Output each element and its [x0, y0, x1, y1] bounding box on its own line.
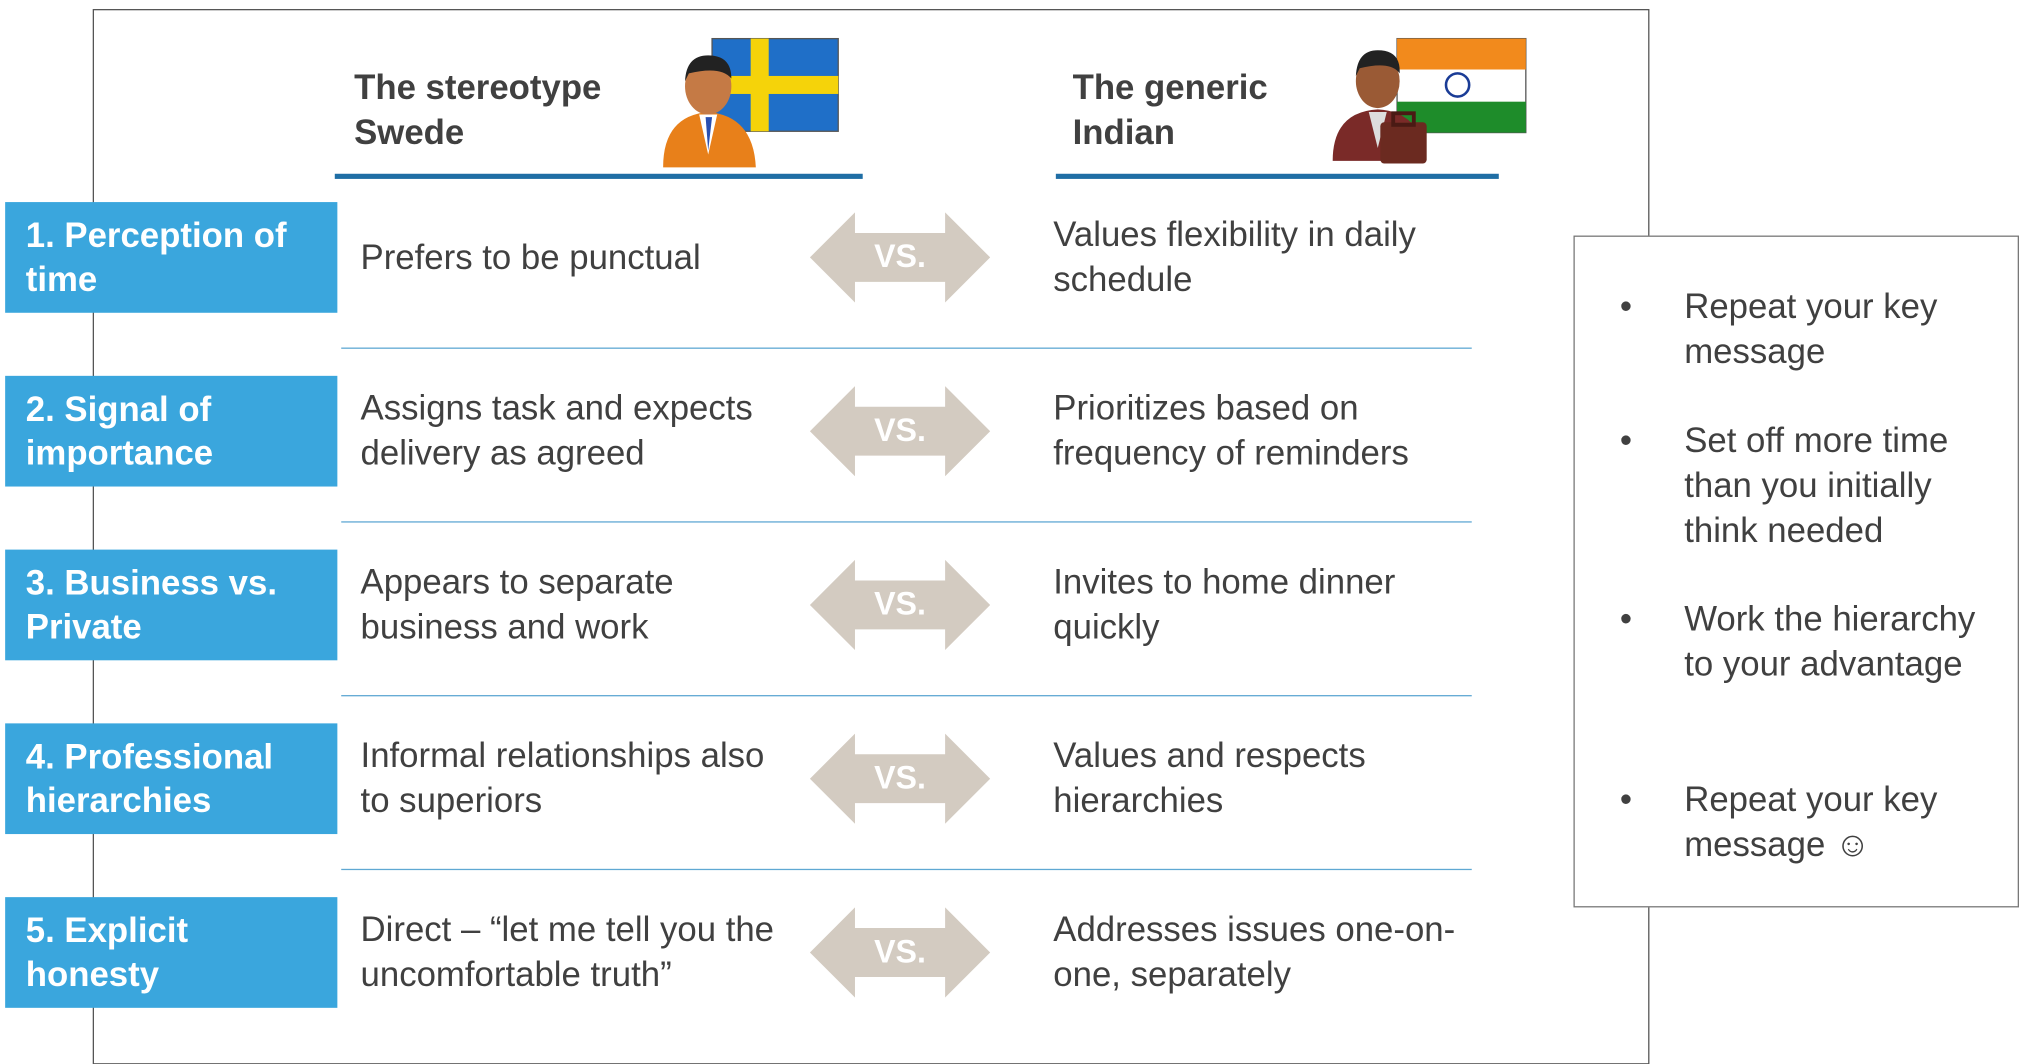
row-separator [341, 695, 1472, 697]
vs-label: VS. [874, 586, 926, 622]
swede-trait: Informal relationships also to superiors [360, 736, 765, 820]
indian-trait: Addresses issues one-on-one, separately [1053, 910, 1456, 994]
bullet: • [1619, 599, 1632, 639]
bullet: • [1619, 287, 1632, 326]
row-separator [341, 521, 1472, 523]
swede-trait: Assigns task and expects delivery as agr… [360, 388, 753, 473]
header-underline [1055, 173, 1499, 179]
tips-box [1573, 235, 2019, 908]
vs-label: VS. [874, 933, 926, 969]
tip-item: • Repeat your key message ☺ [1620, 777, 1993, 867]
header-underline [334, 173, 863, 179]
vs-arrow: VS. [809, 212, 991, 303]
row-label: 1. Perception of time [5, 202, 338, 313]
swede-trait: Appears to separate business and work [360, 562, 674, 647]
tip-item: • Repeat your key message [1620, 284, 1993, 374]
vs-label: VS. [874, 760, 926, 796]
row-label: 4. Professional hierarchies [5, 723, 338, 835]
slide: The stereotype Swede The generic Indian … [5, 9, 2019, 1064]
tip-item: • Work the hierarchy to your advantage [1620, 597, 1993, 687]
row-label: 2. Signal of importance [5, 375, 338, 487]
tip-text: Set off more time than you initially thi… [1684, 420, 1949, 550]
right-title: The generic Indian [1072, 68, 1268, 152]
vs-label: VS. [874, 238, 926, 274]
tip-text: Work the hierarchy to your advantage [1684, 599, 1976, 684]
vs-arrow: VS. [809, 907, 991, 998]
row-label: 5. Explicit honesty [5, 897, 338, 1008]
swede-trait: Direct – “let me tell you the uncomforta… [360, 910, 775, 994]
bullet: • [1619, 420, 1632, 460]
indian-icon [1332, 37, 1527, 164]
left-title: The stereotype Swede [354, 68, 602, 152]
indian-trait: Values flexibility in daily schedule [1053, 214, 1416, 299]
swede-icon [663, 37, 839, 168]
row-label: 3. Business vs. Private [5, 549, 338, 661]
tip-item: • Set off more time than you initially th… [1620, 418, 1993, 553]
row-separator [341, 347, 1472, 349]
tip-text: Repeat your key message ☺ [1684, 780, 1938, 864]
indian-trait: Prioritizes based on frequency of remind… [1053, 388, 1409, 473]
row-separator [341, 868, 1472, 871]
indian-trait: Values and respects hierarchies [1053, 736, 1366, 820]
swede-trait: Prefers to be punctual [360, 237, 701, 277]
bullet: • [1619, 780, 1632, 819]
vs-arrow: VS. [809, 733, 991, 824]
vs-label: VS. [874, 412, 926, 448]
tip-text: Repeat your key message [1684, 287, 1938, 371]
indian-trait: Invites to home dinner quickly [1053, 562, 1396, 647]
vs-arrow: VS. [809, 559, 991, 651]
vs-arrow: VS. [809, 386, 991, 477]
